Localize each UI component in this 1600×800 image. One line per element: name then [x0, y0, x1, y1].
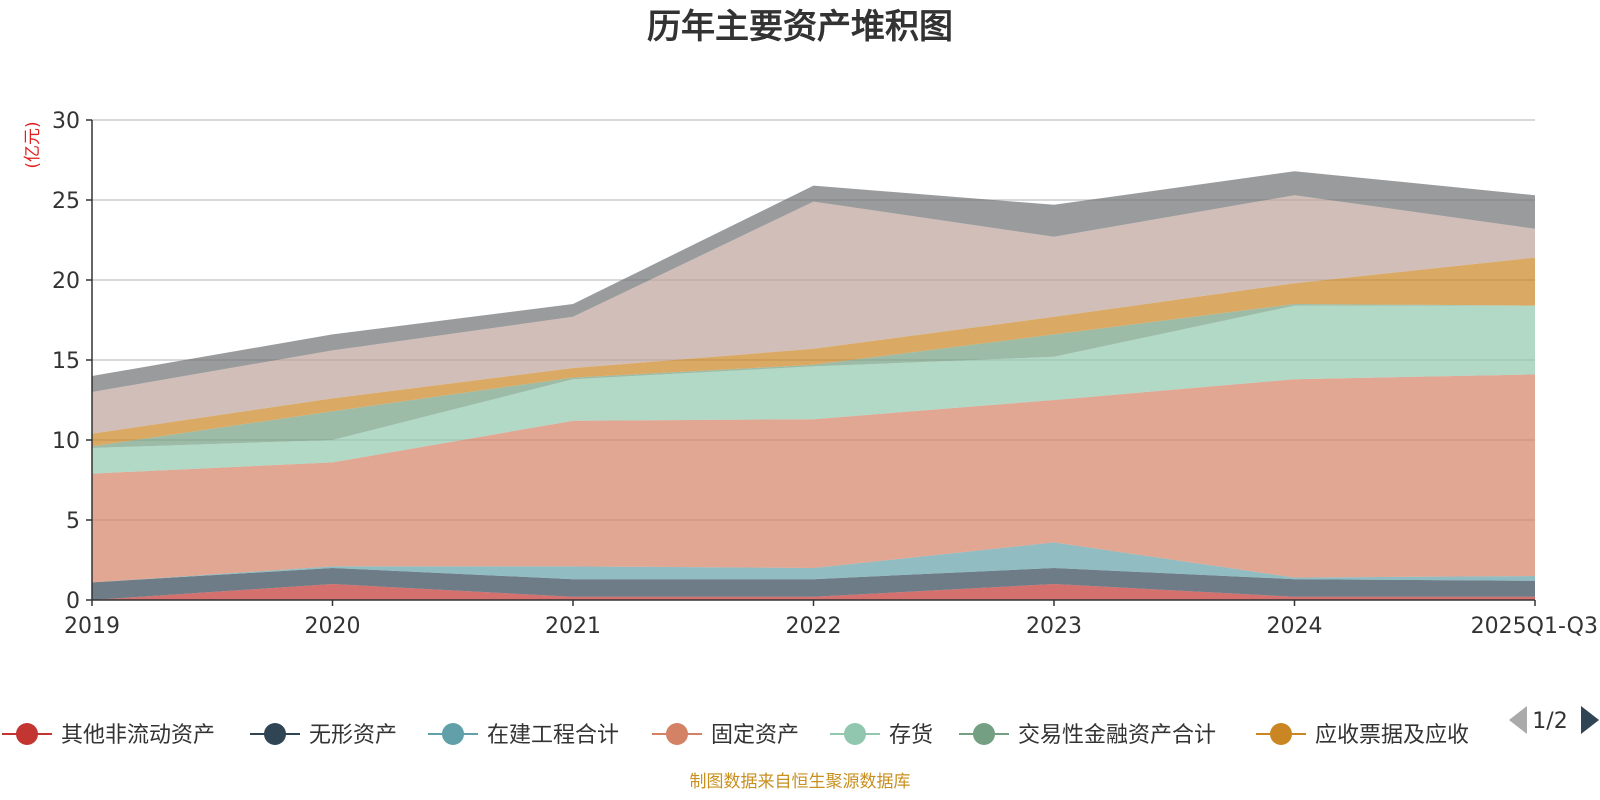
legend: 其他非流动资产 无形资产 在建工程合计 固定资产 存货 交易性金融资产合计 应收票据及应收	[2, 723, 1469, 748]
area-series-6	[92, 304, 1535, 448]
legend-item[interactable]: 无形资产	[250, 723, 397, 748]
legend-item[interactable]: 在建工程合计	[428, 723, 619, 748]
y-tick-label: 20	[52, 269, 80, 294]
legend-label: 存货	[889, 723, 933, 748]
legend-marker-icon	[442, 723, 464, 745]
area-series	[92, 171, 1535, 600]
area-series-1	[92, 584, 1535, 600]
y-tick-label: 15	[52, 349, 80, 374]
area-series-3	[92, 542, 1535, 583]
y-tick-label: 5	[66, 509, 80, 534]
legend-marker-icon	[1270, 723, 1292, 745]
legend-item[interactable]: 存货	[830, 723, 933, 748]
area-series-9	[92, 171, 1535, 392]
legend-marker-icon	[666, 723, 688, 745]
x-tick-label: 2022	[786, 614, 842, 639]
chart-title: 历年主要资产堆积图	[647, 7, 953, 47]
legend-marker-icon	[264, 723, 286, 745]
area-series-7	[92, 257, 1535, 447]
x-tick-label: 2021	[545, 614, 601, 639]
x-axis-ticks: 2019 2020 2021 2022 2023 2024 2025Q1-Q3	[64, 600, 1598, 639]
y-tick-label: 0	[66, 589, 80, 614]
data-source-note: 制图数据来自恒生聚源数据库	[690, 772, 911, 792]
legend-label: 无形资产	[309, 723, 397, 748]
legend-next-page-icon[interactable]	[1581, 706, 1599, 734]
y-tick-label: 10	[52, 429, 80, 454]
x-tick-label: 2025Q1-Q3	[1471, 614, 1598, 639]
area-series-2	[92, 568, 1535, 600]
legend-marker-icon	[16, 723, 38, 745]
legend-item[interactable]: 固定资产	[652, 723, 799, 748]
legend-item[interactable]: 交易性金融资产合计	[959, 723, 1216, 748]
y-tick-label: 25	[52, 189, 80, 214]
y-axis-unit-label: (亿元)	[23, 121, 43, 168]
legend-marker-icon	[973, 723, 995, 745]
legend-label: 交易性金融资产合计	[1018, 723, 1216, 748]
y-tick-label: 30	[52, 109, 80, 134]
x-tick-label: 2020	[305, 614, 361, 639]
legend-item[interactable]: 其他非流动资产	[2, 723, 215, 748]
legend-marker-icon	[844, 723, 866, 745]
legend-label: 固定资产	[711, 723, 799, 748]
legend-item[interactable]: 应收票据及应收	[1256, 723, 1469, 748]
legend-pager: 1/2	[1509, 706, 1599, 734]
legend-label: 其他非流动资产	[61, 723, 215, 748]
legend-page-indicator: 1/2	[1532, 709, 1567, 734]
legend-label: 应收票据及应收	[1315, 723, 1469, 748]
area-series-5	[92, 305, 1535, 474]
area-series-4	[92, 374, 1535, 583]
x-tick-label: 2023	[1026, 614, 1082, 639]
x-tick-label: 2019	[64, 614, 120, 639]
legend-label: 在建工程合计	[487, 723, 619, 748]
x-tick-label: 2024	[1267, 614, 1323, 639]
y-axis-ticks: 0 5 10 15 20 25 30	[52, 109, 92, 614]
area-series-8	[92, 195, 1535, 434]
legend-prev-page-icon[interactable]	[1509, 706, 1527, 734]
